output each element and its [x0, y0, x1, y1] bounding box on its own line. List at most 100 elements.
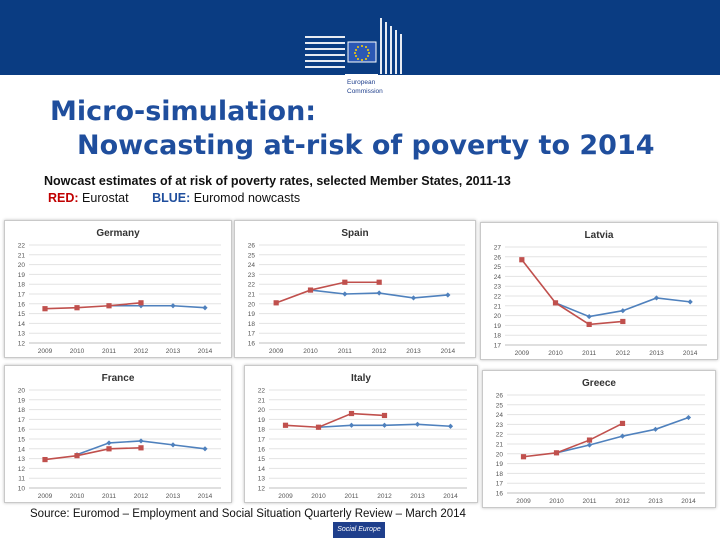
x-tick-label: 2011 — [345, 493, 359, 500]
social-europe-badge: Social Europe — [333, 522, 385, 538]
y-tick-label: 12 — [18, 341, 26, 348]
y-tick-label: 22 — [18, 243, 26, 250]
x-tick-label: 2009 — [515, 350, 530, 357]
x-tick-label: 2013 — [166, 348, 181, 355]
series-line-red — [521, 259, 623, 326]
x-tick-label: 2010 — [548, 350, 563, 357]
line-chart-latvia: Latvia 17 18 19 20 21 22 23 24 25 26 27 2009 2010 2011… — [494, 230, 707, 357]
data-point-eurostat — [138, 445, 144, 451]
x-tick-label: 2014 — [198, 348, 213, 355]
x-tick-label: 2012 — [134, 493, 149, 500]
data-point-eurostat — [586, 321, 592, 328]
x-tick-label: 2014 — [441, 348, 456, 355]
y-tick-label: 17 — [258, 437, 266, 444]
y-tick-label: 17 — [248, 331, 256, 338]
data-point-eurostat — [138, 300, 144, 306]
x-tick-label: 2009 — [38, 348, 53, 355]
data-point-eurostat — [106, 303, 112, 309]
y-tick-label: 21 — [258, 397, 266, 404]
data-point-euromod — [376, 290, 382, 296]
data-point-euromod — [410, 295, 417, 301]
data-point-eurostat — [519, 257, 525, 263]
data-point-euromod — [138, 303, 144, 309]
y-tick-label: 18 — [258, 427, 266, 434]
y-tick-label: 27 — [494, 245, 502, 252]
y-tick-label: 24 — [494, 274, 502, 281]
chart-title: France — [102, 373, 135, 384]
y-tick-label: 13 — [258, 476, 266, 483]
series-line-blue — [555, 297, 691, 318]
chart-panel-germany: Germany 12 13 14 15 16 17 18 19 20 21 22 2009 2010 201… — [4, 220, 232, 358]
x-tick-label: 2011 — [582, 350, 596, 357]
series-line-red — [523, 422, 623, 458]
data-point-eurostat — [74, 453, 80, 459]
x-tick-label: 2009 — [516, 498, 531, 505]
data-point-eurostat — [619, 420, 626, 427]
y-tick-label: 18 — [248, 321, 256, 328]
y-tick-label: 25 — [494, 264, 502, 271]
chart-subtitle: Nowcast estimates of at risk of poverty … — [44, 174, 511, 188]
x-tick-label: 2013 — [406, 348, 421, 355]
data-point-eurostat — [620, 318, 626, 325]
logo-text-line1: European — [347, 79, 376, 86]
x-tick-label: 2013 — [648, 498, 663, 505]
y-tick-label: 15 — [18, 437, 26, 444]
data-point-euromod — [445, 292, 451, 298]
chart-panel-france: France 10 11 12 13 14 15 16 17 18 19 20 2009 2010 2011… — [4, 365, 232, 503]
y-tick-label: 21 — [18, 252, 26, 259]
x-tick-label: 2011 — [102, 493, 116, 500]
y-tick-label: 20 — [248, 301, 256, 308]
data-point-eurostat — [273, 300, 279, 306]
x-tick-label: 2014 — [683, 350, 698, 357]
y-tick-label: 14 — [18, 446, 26, 453]
y-tick-label: 11 — [18, 476, 25, 483]
y-tick-label: 15 — [18, 311, 26, 318]
y-tick-label: 20 — [258, 407, 266, 414]
page-title-line1: Micro-simulation: — [50, 96, 317, 127]
chart-panel-latvia: Latvia 17 18 19 20 21 22 23 24 25 26 27 2009 2010 2011… — [480, 222, 718, 360]
data-point-eurostat — [376, 279, 382, 285]
y-tick-label: 20 — [18, 262, 26, 269]
x-tick-label: 2014 — [443, 493, 458, 500]
page-title-line2: Nowcasting at-risk of poverty to 2014 — [77, 130, 655, 161]
x-tick-label: 2010 — [303, 348, 318, 355]
y-tick-label: 16 — [18, 301, 26, 308]
x-tick-label: 2013 — [410, 493, 425, 500]
data-point-euromod — [342, 291, 348, 297]
x-tick-label: 2009 — [269, 348, 284, 355]
y-tick-label: 26 — [494, 254, 502, 261]
line-chart-germany: Germany 12 13 14 15 16 17 18 19 20 21 22 2009 2010 201… — [18, 228, 221, 355]
y-tick-label: 21 — [494, 303, 502, 310]
y-tick-label: 22 — [496, 432, 504, 439]
eu-flag-building-icon: European Commission — [305, 18, 402, 98]
x-tick-label: 2012 — [377, 493, 392, 500]
chart-panel-spain: Spain 16 17 18 19 20 21 22 23 24 25 26 2009 2010 2011 2… — [234, 220, 476, 358]
y-tick-label: 15 — [258, 456, 266, 463]
legend: RED: Eurostat BLUE: Euromod nowcasts — [48, 191, 300, 205]
data-point-eurostat — [42, 306, 48, 312]
data-point-euromod — [414, 421, 421, 427]
y-tick-label: 19 — [496, 461, 504, 468]
x-tick-label: 2014 — [681, 498, 696, 505]
y-tick-label: 23 — [494, 284, 502, 291]
data-point-euromod — [170, 442, 176, 448]
y-tick-label: 25 — [248, 252, 256, 259]
y-tick-label: 19 — [18, 397, 26, 404]
y-tick-label: 20 — [494, 313, 502, 320]
y-tick-label: 16 — [248, 341, 256, 348]
data-point-eurostat — [42, 456, 48, 463]
chart-title: Latvia — [585, 230, 614, 241]
x-tick-label: 2011 — [583, 498, 597, 505]
y-tick-label: 19 — [18, 272, 26, 279]
x-tick-label: 2010 — [70, 348, 85, 355]
data-point-eurostat — [307, 287, 314, 293]
legend-red-label: RED: — [48, 191, 79, 205]
series-line-red — [44, 302, 142, 310]
y-tick-label: 16 — [496, 491, 504, 498]
x-tick-label: 2013 — [649, 350, 664, 357]
data-point-euromod — [586, 313, 592, 320]
data-point-eurostat — [315, 424, 322, 430]
legend-red-text: Eurostat — [82, 191, 129, 205]
series-line-red — [285, 412, 385, 429]
y-tick-label: 18 — [18, 407, 26, 414]
